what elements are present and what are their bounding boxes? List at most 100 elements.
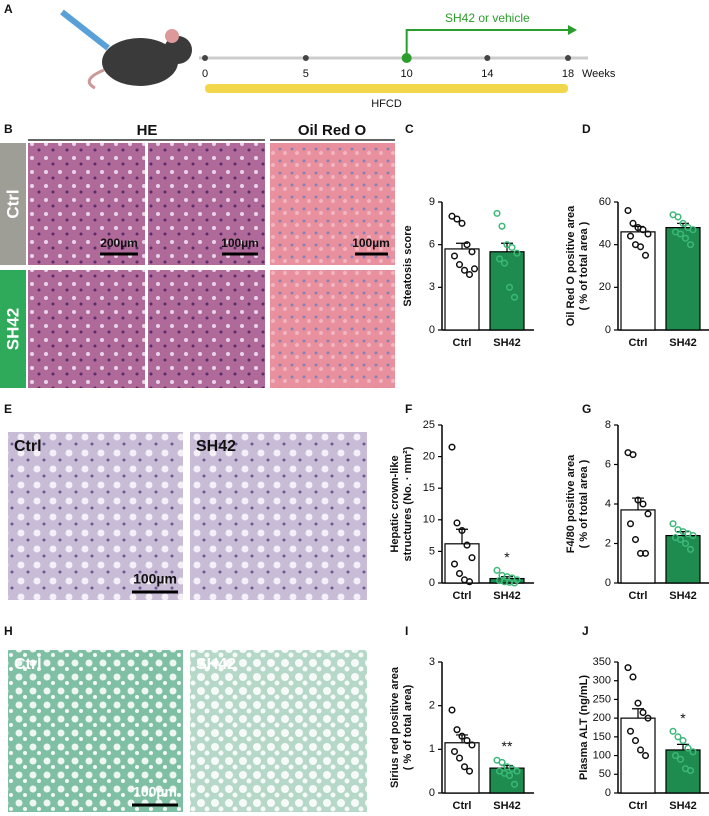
error-bar <box>677 743 689 750</box>
data-point <box>684 744 692 752</box>
data-point <box>641 549 650 557</box>
data-point <box>450 252 459 260</box>
bar <box>620 509 656 584</box>
error-bar <box>501 576 513 579</box>
data-point <box>676 230 685 238</box>
y-tick-label: 20 <box>423 451 435 463</box>
y-tick-label: 0 <box>605 577 611 589</box>
x-tick-label: SH42 <box>493 337 521 349</box>
scale-bar-label: 100µm <box>133 571 177 587</box>
y-axis-label: Hepatic crown-like <box>389 455 401 552</box>
data-point <box>470 265 479 273</box>
data-point <box>681 539 690 548</box>
data-point <box>463 241 471 249</box>
data-point <box>626 520 635 528</box>
data-point <box>644 230 652 238</box>
data-point <box>510 293 519 301</box>
data-point <box>634 496 642 504</box>
data-point <box>458 219 466 227</box>
data-point <box>468 741 476 749</box>
y-tick-label: 3 <box>429 281 435 293</box>
data-point <box>636 243 645 251</box>
timeline-label: 18 <box>562 68 574 80</box>
timeline-label: 14 <box>481 68 493 80</box>
y-axis-label: ( % of total area) <box>402 684 414 770</box>
treatment-arrow <box>405 29 568 58</box>
x-tick-label: Ctrl <box>629 590 648 602</box>
data-point <box>465 270 474 279</box>
image-label: SH42 <box>196 656 236 673</box>
scale-bar-label: 200µm <box>100 236 138 250</box>
y-tick-label: 200 <box>593 712 611 724</box>
y-axis-label: Oil Red O positive area <box>565 205 577 326</box>
diet-label: HFCD <box>371 98 402 110</box>
significance: ** <box>502 738 513 754</box>
panel-letter: C <box>405 122 414 136</box>
timeline-dot <box>302 55 309 61</box>
y-tick-label: 2 <box>429 700 435 712</box>
error-bar <box>456 528 468 544</box>
histology-images <box>0 139 395 812</box>
x-tick-label: Ctrl <box>629 800 648 812</box>
y-tick-label: 3 <box>429 656 435 668</box>
y-axis-label: ( % of total area ) <box>578 459 590 548</box>
row-label: Ctrl <box>3 189 22 218</box>
data-point <box>634 699 642 707</box>
data-point <box>463 737 471 745</box>
data-point <box>460 763 469 771</box>
data-point <box>624 206 632 215</box>
data-point <box>639 500 647 508</box>
y-tick-label: 250 <box>593 693 611 705</box>
data-point <box>626 232 635 240</box>
data-point <box>455 261 464 269</box>
bar <box>444 248 480 331</box>
y-axis-label: ( % of total area ) <box>578 221 590 310</box>
panel-letter: E <box>4 402 12 416</box>
column-header: HE <box>137 122 158 139</box>
significance: * <box>680 710 686 726</box>
y-tick-label: 2 <box>605 537 611 549</box>
data-point <box>463 541 471 549</box>
data-point <box>689 226 697 234</box>
y-tick-label: 0 <box>605 787 611 799</box>
error-bar <box>632 708 644 719</box>
x-tick-label: SH42 <box>669 337 697 349</box>
x-tick-label: SH42 <box>669 590 697 602</box>
data-point <box>460 266 469 274</box>
data-point <box>641 752 650 760</box>
data-point <box>505 283 514 291</box>
data-point <box>468 248 476 256</box>
x-tick-label: Ctrl <box>453 590 472 602</box>
image-label: Ctrl <box>14 656 42 673</box>
data-point <box>498 758 506 766</box>
x-tick-label: Ctrl <box>453 337 472 349</box>
data-point <box>624 664 632 672</box>
y-tick-label: 60 <box>599 196 611 208</box>
data-point <box>639 708 647 717</box>
timeline-label: 5 <box>303 68 309 80</box>
y-tick-label: 0 <box>605 324 611 336</box>
arrow-head <box>568 25 577 35</box>
panel-letter: D <box>582 122 591 136</box>
y-axis-label: F4/80 positive area <box>565 454 577 553</box>
diet-bar <box>205 84 568 93</box>
scale-bar-label: 100µm <box>221 236 259 250</box>
data-point <box>453 726 461 734</box>
column-header: Oil Red O <box>298 122 367 139</box>
data-point <box>631 536 640 544</box>
data-point <box>686 241 695 249</box>
y-tick-label: 50 <box>599 768 611 780</box>
data-point <box>644 510 652 518</box>
y-tick-label: 100 <box>593 749 611 761</box>
data-point <box>686 766 695 775</box>
data-point <box>448 443 456 451</box>
image-label: SH42 <box>196 438 236 455</box>
y-tick-label: 350 <box>593 656 611 668</box>
data-point <box>513 767 521 775</box>
data-point <box>493 209 501 217</box>
data-point <box>676 536 685 544</box>
data-point <box>679 737 687 745</box>
scale-bar-label: 100µm <box>352 236 390 250</box>
data-point <box>669 727 677 735</box>
